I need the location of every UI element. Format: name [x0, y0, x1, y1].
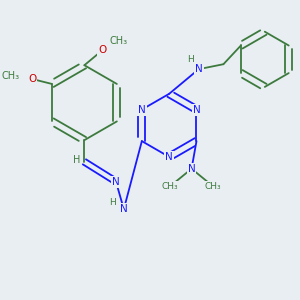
Text: N: N	[165, 152, 173, 162]
Text: N: N	[112, 176, 120, 187]
Text: H: H	[110, 198, 116, 207]
Text: N: N	[138, 105, 146, 115]
Text: N: N	[120, 204, 128, 214]
Text: CH₃: CH₃	[2, 71, 20, 81]
Text: N: N	[188, 164, 195, 174]
Text: O: O	[28, 74, 36, 84]
Text: N: N	[193, 105, 200, 115]
Text: H: H	[73, 155, 80, 165]
Text: O: O	[98, 45, 106, 56]
Text: N: N	[195, 64, 202, 74]
Text: CH₃: CH₃	[205, 182, 222, 191]
Text: H: H	[188, 55, 194, 64]
Text: CH₃: CH₃	[110, 36, 128, 46]
Text: CH₃: CH₃	[162, 182, 178, 191]
